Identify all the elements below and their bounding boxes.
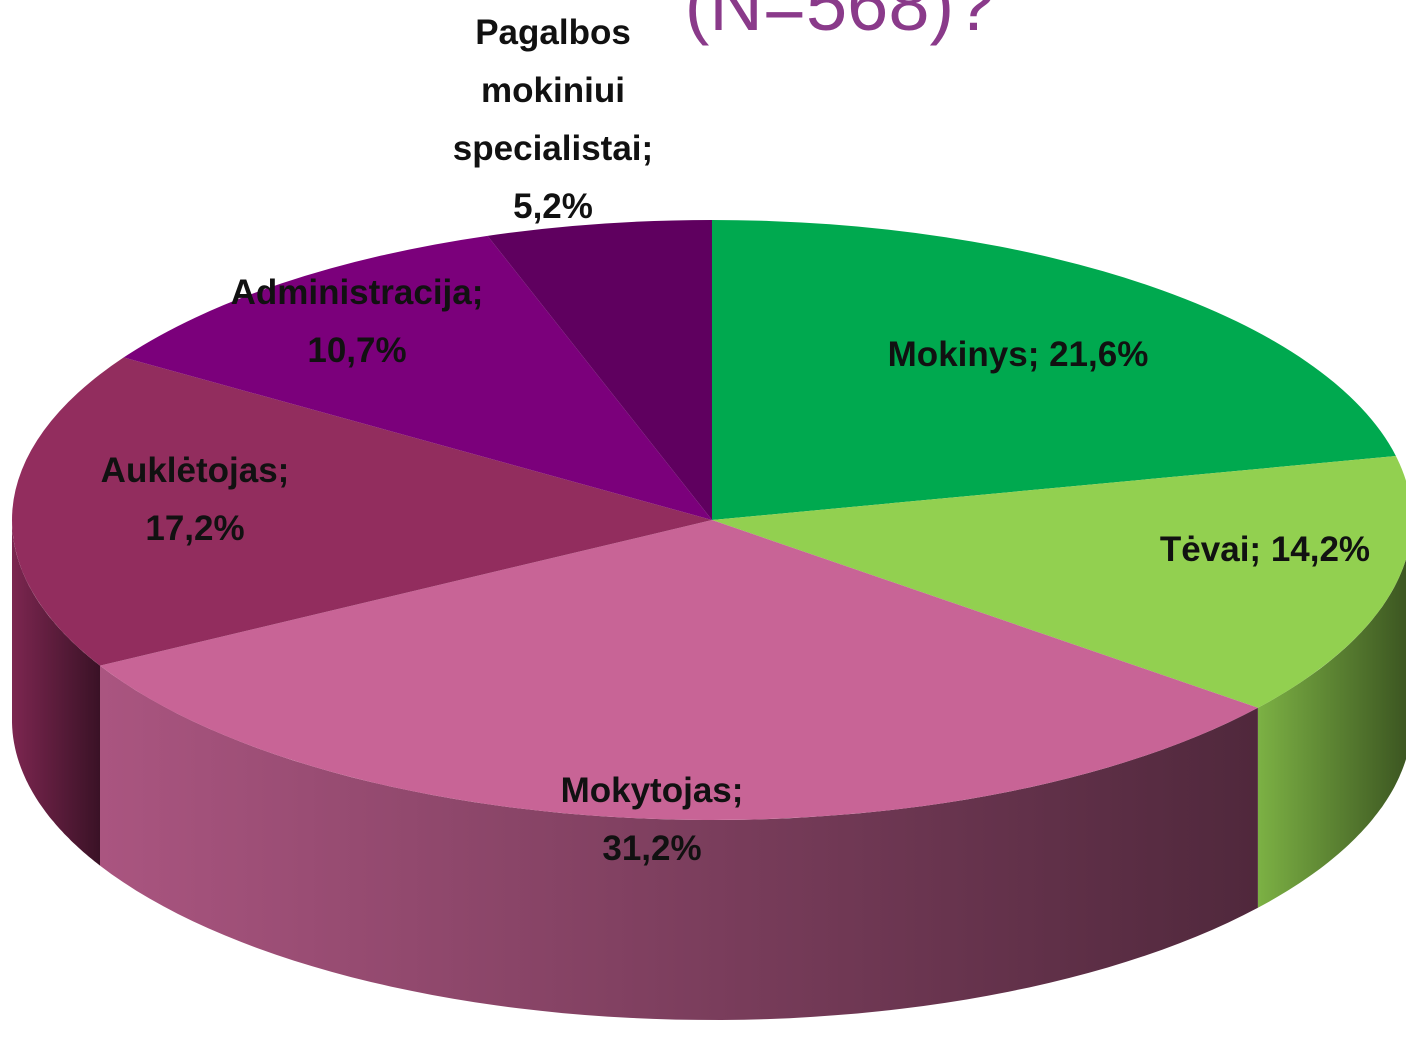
- slice-side: [100, 665, 1258, 1020]
- data-label: Mokytojas; 31,2%: [512, 762, 792, 878]
- label-separator: ;: [731, 771, 744, 810]
- data-label: Mokinys; 21,6%: [818, 326, 1218, 384]
- slice: [712, 220, 1396, 520]
- label-value: 14,2%: [1270, 530, 1371, 569]
- label-value: 10,7%: [307, 331, 407, 370]
- label-separator: ;: [641, 129, 654, 168]
- label-separator: ;: [277, 451, 290, 490]
- label-value: 21,6%: [1049, 335, 1149, 374]
- slice-side: [1257, 559, 1406, 908]
- data-label: Pagalbos mokiniui specialistai; 5,2%: [423, 4, 683, 236]
- label-value: 31,2%: [602, 829, 702, 868]
- slice: [123, 235, 713, 520]
- label-category: Administracija: [230, 273, 472, 312]
- label-category: Mokinys: [887, 335, 1028, 374]
- data-label: Administracija; 10,7%: [187, 264, 527, 380]
- slice: [11, 357, 712, 666]
- label-separator: ;: [1027, 335, 1040, 374]
- data-label: Auklėtojas; 17,2%: [55, 442, 335, 558]
- label-separator: ;: [471, 273, 484, 312]
- label-category: Auklėtojas: [100, 451, 278, 490]
- label-category: Tėvai: [1159, 530, 1250, 569]
- slice: [487, 220, 712, 520]
- chart-title: (N=568)?: [684, 0, 996, 46]
- slice: [100, 520, 1258, 820]
- label-category: Mokytojas: [560, 771, 732, 810]
- label-category: Pagalbos mokiniui specialistai: [452, 13, 642, 168]
- slice: [712, 456, 1406, 708]
- label-value: 5,2%: [513, 187, 593, 226]
- slice-side: [12, 520, 100, 866]
- label-separator: ;: [1249, 530, 1262, 569]
- label-value: 17,2%: [145, 509, 245, 548]
- data-label: Tėvai; 14,2%: [1115, 521, 1406, 579]
